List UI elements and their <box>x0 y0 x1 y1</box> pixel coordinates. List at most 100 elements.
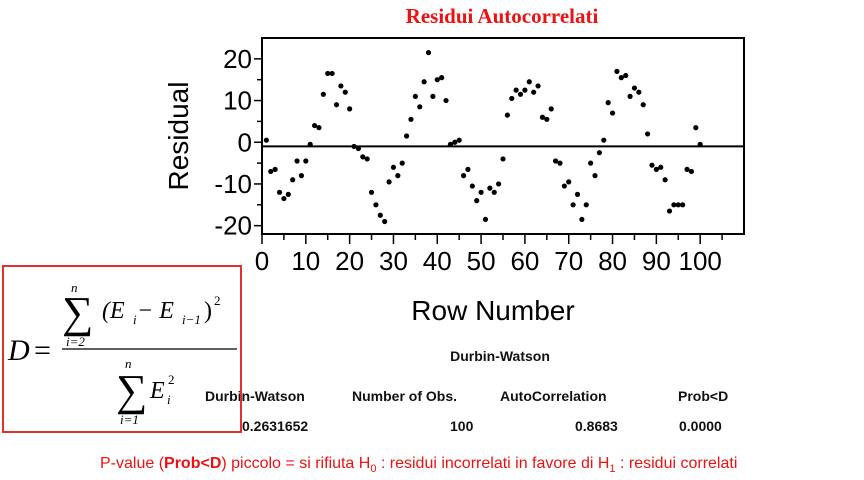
denominator-lower-limit: i=1 <box>120 412 139 427</box>
data-point <box>614 68 620 74</box>
data-point <box>566 179 572 185</box>
data-point <box>601 137 607 143</box>
x-tick-label: 30 <box>379 246 408 276</box>
value-durbin-watson: 0.2631652 <box>242 418 309 434</box>
data-point <box>263 137 269 143</box>
data-point <box>688 168 695 175</box>
data-point <box>496 181 502 187</box>
x-tick-label: 40 <box>423 246 452 276</box>
denominator-sigma: ∑ <box>116 366 147 415</box>
value-autocorrelation: 0.8683 <box>575 418 618 434</box>
data-point <box>535 83 541 89</box>
data-point <box>526 79 532 85</box>
data-point <box>347 106 353 112</box>
data-point <box>417 104 423 110</box>
data-point <box>557 160 563 166</box>
header-autocorrelation: AutoCorrelation <box>500 388 607 404</box>
data-point <box>360 154 366 160</box>
data-point <box>517 91 524 97</box>
data-point <box>325 70 331 77</box>
data-point <box>294 158 300 164</box>
x-tick-label: 10 <box>291 246 320 276</box>
value-number-of-obs: 100 <box>450 418 474 434</box>
denominator-term: E <box>149 378 165 404</box>
data-point <box>298 173 305 179</box>
data-point <box>452 139 458 145</box>
data-point <box>434 77 440 83</box>
x-tick-label: 90 <box>642 246 671 276</box>
data-point <box>465 166 471 172</box>
durbin-watson-title: Durbin-Watson <box>450 348 550 364</box>
data-point <box>588 160 594 166</box>
formula-lhs: D <box>7 334 30 367</box>
data-point <box>268 168 274 175</box>
x-tick-label: 0 <box>255 246 269 276</box>
numerator-sigma: ∑ <box>62 288 93 337</box>
numerator-term-close: ) <box>204 298 212 324</box>
data-point <box>662 177 668 183</box>
y-tick-label: 10 <box>223 86 252 116</box>
header-number-of-obs: Number of Obs. <box>352 388 458 404</box>
x-tick-label: 50 <box>467 246 496 276</box>
data-point <box>447 141 454 147</box>
data-point <box>355 145 361 152</box>
data-point <box>290 177 296 183</box>
y-axis-label: Residual <box>163 82 194 191</box>
data-point <box>623 72 629 79</box>
data-point <box>412 93 418 99</box>
x-tick-label: 70 <box>554 246 583 276</box>
footer-text-2: ) piccolo = si rifiuta H <box>221 455 371 472</box>
y-tick-label: -20 <box>214 211 252 241</box>
data-point <box>386 179 392 185</box>
data-point <box>443 97 449 104</box>
data-point <box>399 160 405 166</box>
data-point <box>377 212 383 218</box>
data-point <box>609 110 616 116</box>
x-tick-label: 100 <box>678 246 721 276</box>
data-point <box>430 93 436 99</box>
numerator-exponent: 2 <box>214 293 221 308</box>
numerator-sub-i: i <box>133 312 137 327</box>
data-point <box>408 116 414 122</box>
data-point <box>658 164 664 170</box>
header-prob-d: Prob<D <box>678 388 729 404</box>
data-point <box>351 143 357 150</box>
data-point <box>390 164 397 170</box>
data-point <box>592 173 598 179</box>
formula-highlight-box <box>2 265 242 433</box>
data-point <box>636 89 642 95</box>
data-point <box>697 141 703 147</box>
data-point <box>522 87 528 93</box>
denominator-sub-i: i <box>167 392 171 407</box>
data-point <box>500 156 506 162</box>
data-point <box>460 173 467 179</box>
x-tick-label: 80 <box>598 246 627 276</box>
data-point <box>373 202 379 208</box>
data-point <box>649 162 655 168</box>
denominator-exponent: 2 <box>168 372 175 387</box>
data-point <box>693 125 699 131</box>
footer-sub-1: 1 <box>609 463 616 476</box>
data-point <box>684 166 690 172</box>
y-tick-label: 0 <box>238 127 252 157</box>
data-point <box>680 202 686 208</box>
data-point <box>382 218 388 225</box>
data-point <box>544 116 550 122</box>
value-prob-d: 0.0000 <box>679 418 722 434</box>
data-point <box>539 114 546 120</box>
data-point <box>482 216 489 223</box>
numerator-upper-limit: n <box>71 280 78 295</box>
data-point <box>509 95 515 102</box>
footer-sub-0: 0 <box>370 463 377 476</box>
p-value-note: P-value (Prob<D) piccolo = si rifiuta H0… <box>100 455 864 475</box>
data-point <box>561 183 567 189</box>
data-point <box>583 202 589 208</box>
data-point <box>364 156 370 162</box>
data-point <box>474 198 480 204</box>
data-point <box>605 100 611 106</box>
data-point <box>478 189 484 195</box>
header-durbin-watson: Durbin-Watson <box>205 388 305 404</box>
data-point <box>671 202 677 208</box>
data-point <box>439 75 445 81</box>
footer-text-4: : residui correlati <box>615 455 738 472</box>
